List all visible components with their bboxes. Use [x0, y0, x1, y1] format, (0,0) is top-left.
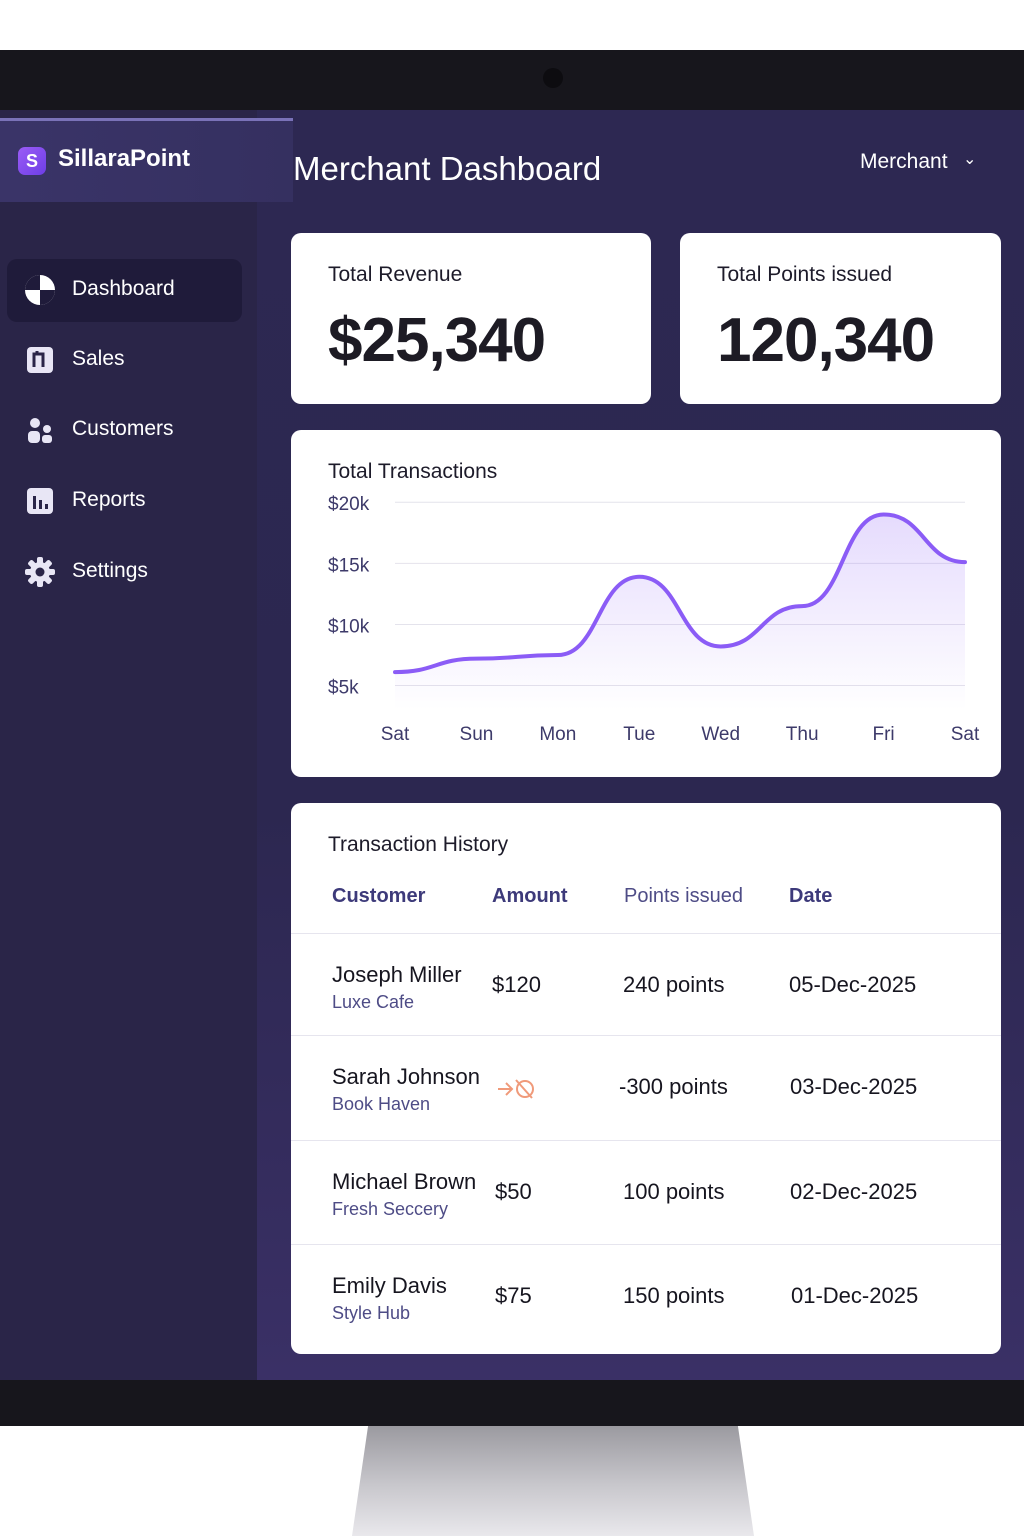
points-cell: 100 points [623, 1179, 725, 1204]
column-header-date[interactable]: Date [789, 885, 833, 907]
table-row[interactable]: Sarah Johnson Book Haven -300 points 03-… [291, 1035, 1001, 1139]
brand-name[interactable]: SillaraPoint [58, 145, 191, 172]
customer-name: Joseph Miller [332, 962, 462, 987]
x-tick-label: Fri [872, 724, 894, 745]
customer-store: Luxe Cafe [332, 992, 415, 1012]
sidebar-item-label: Sales [72, 347, 125, 370]
role-menu[interactable]: Merchant ⌄ [850, 146, 990, 180]
customers-group-icon [28, 418, 52, 443]
y-tick-label: $5k [328, 678, 359, 699]
monitor-stand [352, 1426, 754, 1536]
sidebar-item-label: Settings [72, 559, 148, 582]
stat-card-points: Total Points issued 120,340 [680, 233, 1001, 404]
stat-label: Total Revenue [328, 263, 463, 286]
series-line [393, 512, 967, 675]
table-row[interactable]: Joseph Miller Luxe Cafe $120 240 points … [291, 933, 1001, 1037]
points-cell: 150 points [623, 1283, 725, 1308]
column-header-amount[interactable]: Amount [492, 885, 568, 907]
transaction-history-card: Transaction History Customer Amount Poin… [291, 803, 1001, 1354]
amount-cell: $120 [492, 972, 541, 997]
points-cell: 240 points [623, 972, 725, 997]
chevron-down-icon: ⌄ [963, 151, 977, 168]
stat-value: $25,340 [328, 306, 546, 375]
reports-bar-icon [27, 488, 53, 514]
amount-cell: $50 [495, 1179, 532, 1204]
sidebar-item-sales[interactable]: Sales [7, 329, 242, 392]
x-tick-label: Sat [951, 724, 980, 745]
amount-cell: $75 [495, 1283, 532, 1308]
date-cell: 05-Dec-2025 [789, 972, 917, 997]
table-row[interactable]: Michael Brown Fresh Seccery $50 100 poin… [291, 1140, 1001, 1244]
refund-icon [498, 1079, 534, 1099]
table-row[interactable]: Emily Davis Style Hub $75 150 points 01-… [291, 1244, 1001, 1348]
date-cell: 03-Dec-2025 [790, 1074, 918, 1099]
y-tick-label: $15k [328, 555, 370, 576]
monitor-bezel-bottom [0, 1380, 1024, 1426]
sidebar-item-dashboard[interactable]: Dashboard [7, 259, 242, 322]
x-tick-label: Wed [701, 724, 740, 745]
sidebar-item-settings[interactable]: Settings [7, 541, 242, 604]
transactions-chart-card: Total Transactions $20k $15k $10k $5k Sat Sun… [291, 430, 1001, 777]
date-cell: 01-Dec-2025 [791, 1283, 919, 1308]
transactions-chart: $20k $15k $10k $5k Sat Sun Mon Tue Wed Thu Fri Sat [328, 494, 980, 745]
y-tick-label: $20k [328, 494, 370, 515]
stat-label: Total Points issued [717, 263, 893, 286]
x-tick-label: Sun [460, 724, 494, 745]
x-tick-label: Tue [623, 724, 655, 745]
sidebar-item-label: Dashboard [72, 277, 175, 300]
date-cell: 02-Dec-2025 [790, 1179, 918, 1204]
brand-logo-icon: S [18, 147, 46, 175]
stat-card-revenue: Total Revenue $25,340 [291, 233, 651, 404]
sidebar-item-customers[interactable]: Customers [7, 399, 242, 462]
sidebar-item-reports[interactable]: Reports [7, 470, 242, 533]
sidebar-item-label: Reports [72, 488, 146, 511]
monitor-bezel-top [0, 50, 1024, 110]
app-screen: S SillaraPoint Dashboard Sales Customers [0, 110, 1024, 1380]
customer-name: Michael Brown [332, 1169, 477, 1194]
customer-name: Sarah Johnson [332, 1064, 480, 1089]
stat-value: 120,340 [717, 306, 935, 375]
page-title: Merchant Dashboard [293, 150, 602, 187]
customer-store: Book Haven [332, 1094, 431, 1114]
customer-name: Emily Davis [332, 1273, 447, 1298]
chart-title: Total Transactions [328, 460, 498, 483]
role-menu-label: Merchant [860, 150, 948, 173]
brand-header: S SillaraPoint [0, 118, 293, 202]
column-header-customer[interactable]: Customer [332, 885, 426, 907]
webcam-dot [543, 68, 563, 88]
points-cell: -300 points [619, 1074, 728, 1099]
customer-store: Fresh Seccery [332, 1199, 449, 1219]
y-tick-label: $10k [328, 616, 370, 637]
sidebar-item-label: Customers [72, 417, 174, 440]
dashboard-pie-icon [25, 275, 55, 305]
customer-store: Style Hub [332, 1303, 411, 1323]
x-tick-label: Sat [381, 724, 410, 745]
column-header-points[interactable]: Points issued [624, 885, 743, 907]
gear-icon [25, 557, 55, 587]
table-title: Transaction History [328, 833, 509, 856]
x-tick-label: Mon [539, 724, 576, 745]
x-tick-label: Thu [786, 724, 819, 745]
sales-tag-icon [27, 347, 53, 373]
